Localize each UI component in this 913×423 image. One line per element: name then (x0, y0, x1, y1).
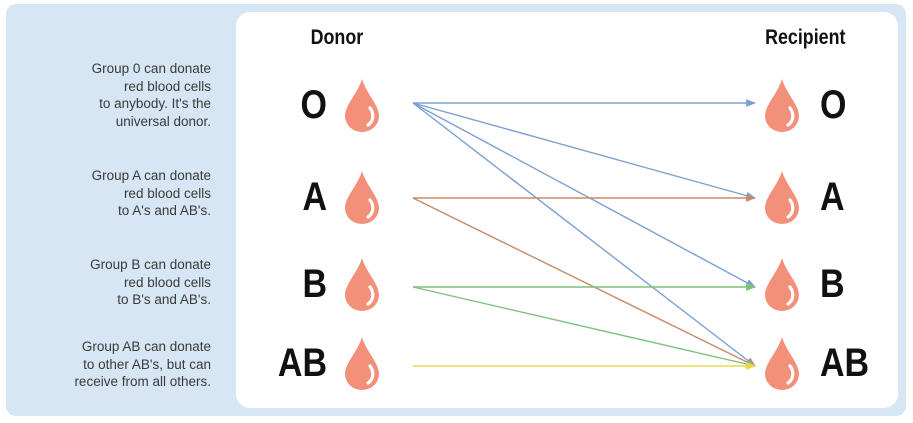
note-line: to A's and AB's. (118, 203, 211, 218)
blood-drop-icon (345, 79, 379, 132)
note-group-a: Group A can donate red blood cells to A'… (11, 167, 211, 220)
note-line: red blood cells (123, 274, 211, 290)
arrow-o-to-a (412, 102, 756, 200)
blood-drop-icon (345, 258, 379, 311)
note-line: Group B can donate (90, 257, 211, 272)
note-group-b: Group B can donate red blood cells to B'… (11, 256, 211, 309)
note-line: to B's and AB's. (117, 292, 211, 307)
blood-drop-icon (345, 337, 379, 390)
note-line: to other AB's, but can (83, 356, 211, 372)
blood-drop-icon (765, 337, 799, 390)
arrow-o-to-ab (412, 102, 756, 367)
note-group-ab: Group AB can donate to other AB's, but c… (11, 338, 211, 391)
recipient-label-b: B (820, 262, 845, 306)
arrow-b-to-ab (412, 286, 756, 368)
blood-drop-icon (345, 171, 379, 224)
recipient-label-a: A (820, 175, 845, 219)
donor-label-ab: AB (277, 341, 327, 385)
note-line: universal donor. (115, 113, 211, 129)
donor-label-o: O (300, 83, 327, 127)
note-line: to anybody. It's the (99, 96, 211, 111)
donor-label-a: A (302, 175, 327, 219)
blood-drop-icon (765, 79, 799, 132)
note-group-o: Group 0 can donate red blood cells to an… (11, 60, 211, 130)
note-line: red blood cells (123, 185, 211, 201)
note-line: Group A can donate (91, 168, 211, 183)
arrow-o-to-b (412, 102, 756, 288)
recipient-label-o: O (820, 83, 847, 127)
donor-label-b: B (302, 262, 327, 306)
blood-drop-icon (765, 171, 799, 224)
note-line: Group 0 can donate (91, 61, 211, 76)
arrow-a-to-ab (412, 197, 756, 367)
blood-drop-icon (765, 258, 799, 311)
donor-heading: Donor (310, 26, 364, 49)
note-line: Group AB can donate (81, 339, 211, 354)
recipient-label-ab: AB (820, 341, 870, 385)
note-line: receive from all others. (74, 374, 211, 389)
recipient-heading: Recipient (765, 26, 846, 49)
note-line: red blood cells (123, 78, 211, 94)
